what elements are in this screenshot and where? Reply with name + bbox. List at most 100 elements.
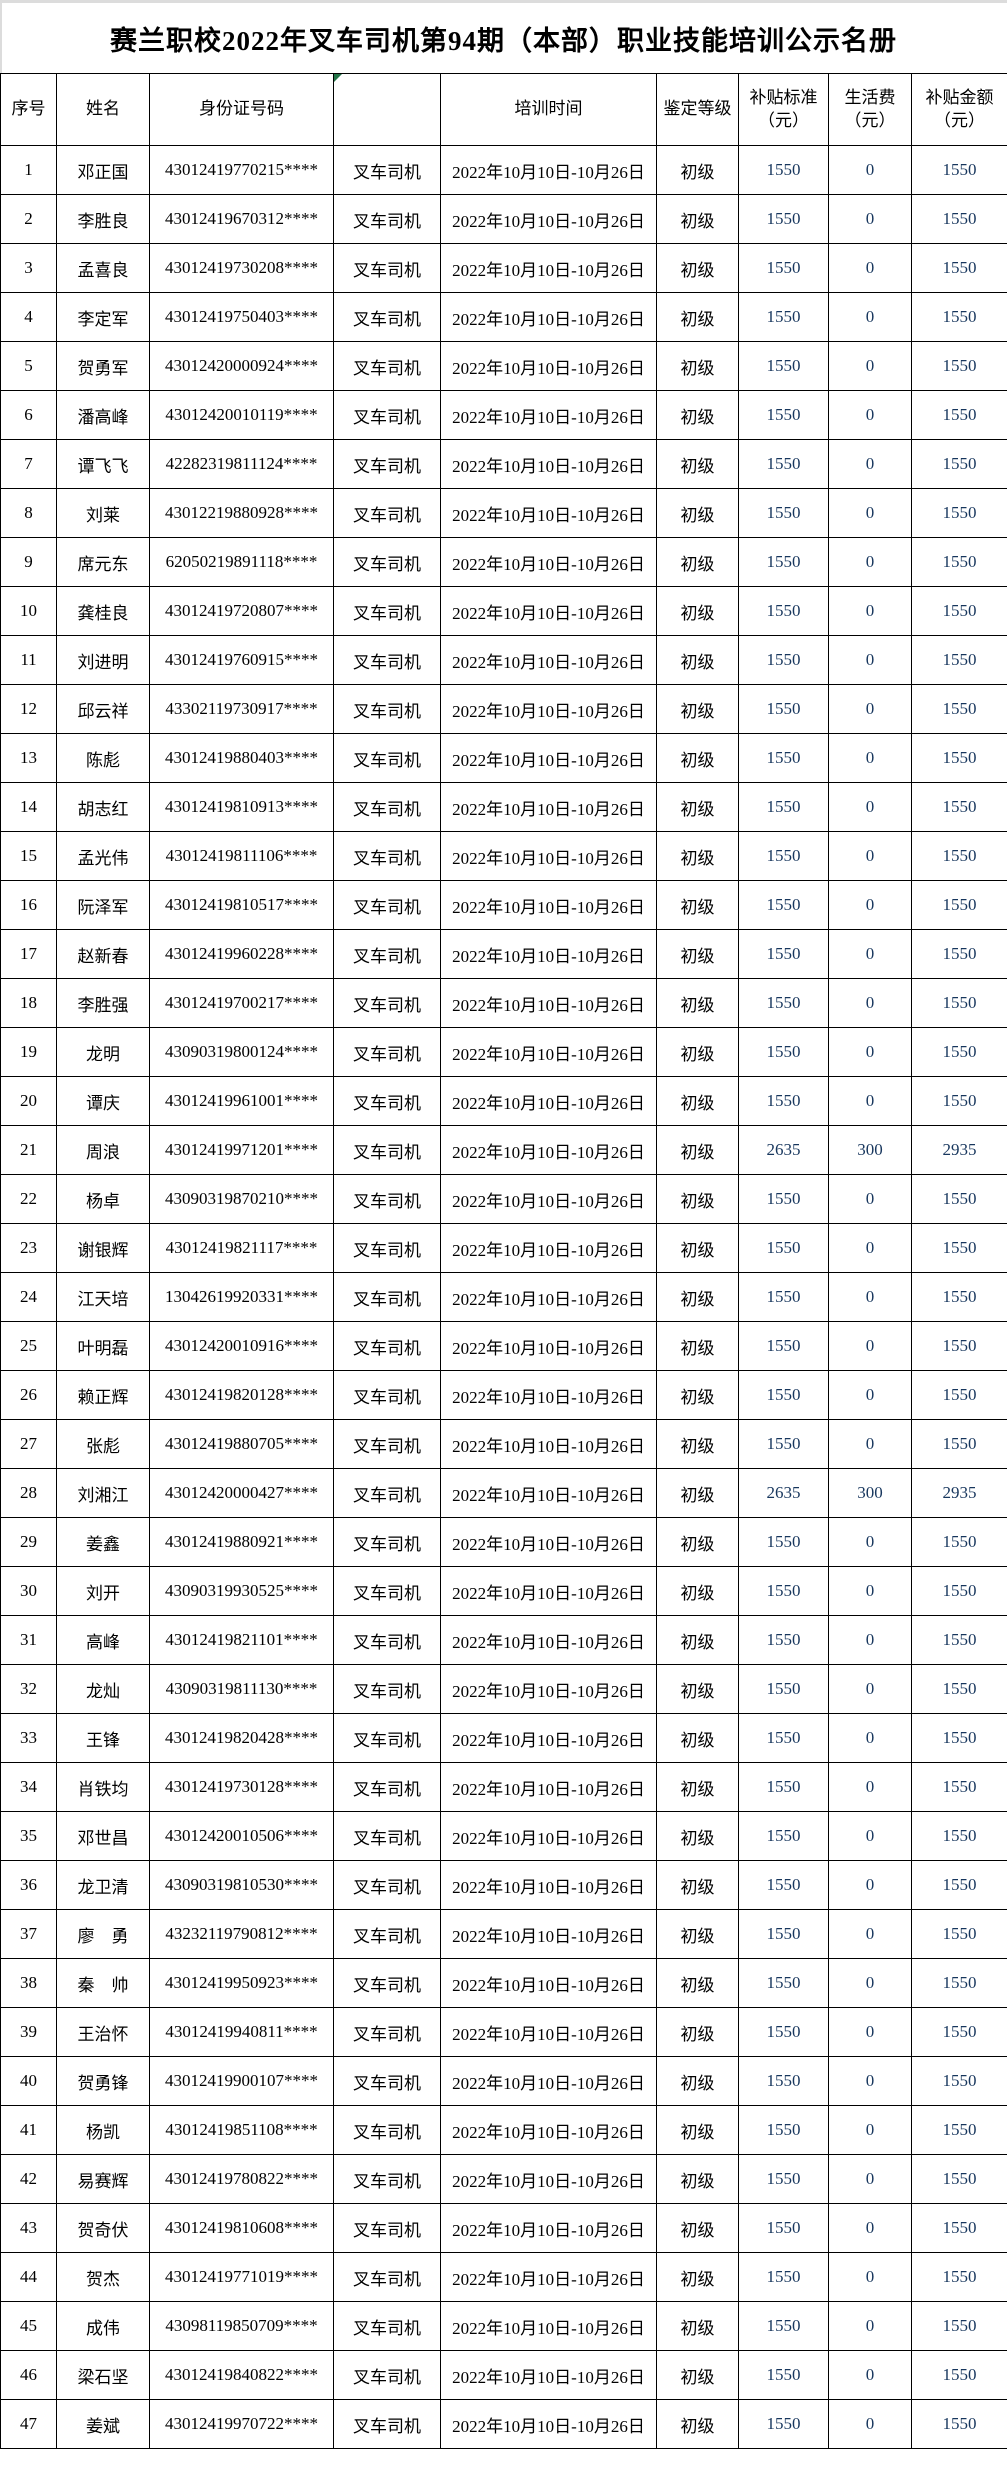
subsidy-amount-cell: 1550 <box>911 586 1007 636</box>
row-number-cell: 13 <box>0 733 57 783</box>
assessment-level-cell: 初级 <box>656 390 739 440</box>
subsidy-standard-cell: 1550 <box>738 1370 829 1420</box>
subsidy-amount-cell: 2935 <box>911 1468 1007 1518</box>
living-allowance-cell: 0 <box>828 1174 912 1224</box>
subsidy-amount-cell: 1550 <box>911 1566 1007 1616</box>
assessment-level-cell: 初级 <box>656 537 739 587</box>
subsidy-amount-cell: 1550 <box>911 929 1007 979</box>
job-type-cell: 叉车司机 <box>333 439 441 489</box>
living-allowance-cell: 0 <box>828 145 912 195</box>
table-row: 36 龙卫清 43090319810530**** 叉车司机 2022年10月1… <box>0 1860 1007 1910</box>
training-period-cell: 2022年10月10日-10月26日 <box>440 2399 657 2449</box>
living-allowance-cell: 0 <box>828 488 912 538</box>
subsidy-amount-cell: 1550 <box>911 243 1007 293</box>
assessment-level-cell: 初级 <box>656 1762 739 1812</box>
training-period-cell: 2022年10月10日-10月26日 <box>440 2007 657 2057</box>
table-row: 25 叶明磊 43012420010916**** 叉车司机 2022年10月1… <box>0 1321 1007 1371</box>
training-period-cell: 2022年10月10日-10月26日 <box>440 782 657 832</box>
table-row: 5 贺勇军 43012420000924**** 叉车司机 2022年10月10… <box>0 341 1007 391</box>
subsidy-amount-cell: 1550 <box>911 1272 1007 1322</box>
table-row: 13 陈彪 43012419880403**** 叉车司机 2022年10月10… <box>0 733 1007 783</box>
subsidy-standard-cell: 1550 <box>738 1174 829 1224</box>
subsidy-amount-cell: 1550 <box>911 292 1007 342</box>
subsidy-amount-cell: 1550 <box>911 2252 1007 2302</box>
job-type-cell: 叉车司机 <box>333 2105 441 2155</box>
table-row: 37 廖 勇 43232119790812**** 叉车司机 2022年10月1… <box>0 1909 1007 1959</box>
table-row: 34 肖铁均 43012419730128**** 叉车司机 2022年10月1… <box>0 1762 1007 1812</box>
living-allowance-cell: 300 <box>828 1468 912 1518</box>
id-number-cell: 43012419780822**** <box>149 2154 334 2204</box>
training-period-cell: 2022年10月10日-10月26日 <box>440 929 657 979</box>
subsidy-standard-cell: 1550 <box>738 243 829 293</box>
subsidy-standard-cell: 1550 <box>738 1517 829 1567</box>
id-number-cell: 43090319800124**** <box>149 1027 334 1077</box>
assessment-level-cell: 初级 <box>656 2301 739 2351</box>
table-row: 40 贺勇锋 43012419900107**** 叉车司机 2022年10月1… <box>0 2056 1007 2106</box>
training-period-cell: 2022年10月10日-10月26日 <box>440 1762 657 1812</box>
name-cell: 谢银辉 <box>56 1223 150 1273</box>
subsidy-standard-cell: 1550 <box>738 831 829 881</box>
job-type-cell: 叉车司机 <box>333 1027 441 1077</box>
assessment-level-cell: 初级 <box>656 2399 739 2449</box>
name-cell: 龚桂良 <box>56 586 150 636</box>
name-cell: 刘开 <box>56 1566 150 1616</box>
training-period-cell: 2022年10月10日-10月26日 <box>440 586 657 636</box>
living-allowance-cell: 0 <box>828 1027 912 1077</box>
table-row: 45 成伟 43098119850709**** 叉车司机 2022年10月10… <box>0 2301 1007 2351</box>
table-row: 8 刘莱 43012219880928**** 叉车司机 2022年10月10日… <box>0 488 1007 538</box>
living-allowance-cell: 0 <box>828 341 912 391</box>
subsidy-amount-cell: 1550 <box>911 390 1007 440</box>
living-allowance-cell: 0 <box>828 733 912 783</box>
job-type-cell: 叉车司机 <box>333 1958 441 2008</box>
assessment-level-cell: 初级 <box>656 2007 739 2057</box>
job-type-cell: 叉车司机 <box>333 880 441 930</box>
subsidy-amount-cell: 1550 <box>911 2203 1007 2253</box>
living-allowance-cell: 0 <box>828 537 912 587</box>
training-period-cell: 2022年10月10日-10月26日 <box>440 1419 657 1469</box>
assessment-level-cell: 初级 <box>656 1958 739 2008</box>
job-type-cell: 叉车司机 <box>333 684 441 734</box>
assessment-level-cell: 初级 <box>656 2154 739 2204</box>
assessment-level-cell: 初级 <box>656 1321 739 1371</box>
id-number-cell: 43012419760915**** <box>149 635 334 685</box>
subsidy-amount-cell: 1550 <box>911 635 1007 685</box>
subsidy-standard-cell: 1550 <box>738 2252 829 2302</box>
job-type-cell: 叉车司机 <box>333 1762 441 1812</box>
name-cell: 梁石坚 <box>56 2350 150 2400</box>
job-type-cell: 叉车司机 <box>333 2056 441 2106</box>
name-cell: 龙明 <box>56 1027 150 1077</box>
subsidy-amount-cell: 1550 <box>911 2105 1007 2155</box>
name-cell: 王治怀 <box>56 2007 150 2057</box>
subsidy-standard-cell: 1550 <box>738 586 829 636</box>
living-allowance-cell: 0 <box>828 1909 912 1959</box>
subsidy-standard-cell: 1550 <box>738 341 829 391</box>
subsidy-standard-cell: 1550 <box>738 733 829 783</box>
assessment-level-cell: 初级 <box>656 978 739 1028</box>
living-allowance-cell: 0 <box>828 1860 912 1910</box>
table-row: 43 贺奇伏 43012419810608**** 叉车司机 2022年10月1… <box>0 2203 1007 2253</box>
row-number-cell: 33 <box>0 1713 57 1763</box>
training-period-cell: 2022年10月10日-10月26日 <box>440 439 657 489</box>
living-allowance-cell: 0 <box>828 390 912 440</box>
row-number-cell: 17 <box>0 929 57 979</box>
job-type-cell: 叉车司机 <box>333 635 441 685</box>
name-cell: 秦 帅 <box>56 1958 150 2008</box>
id-number-cell: 43012419880921**** <box>149 1517 334 1567</box>
subsidy-amount-cell: 1550 <box>911 145 1007 195</box>
subsidy-standard-cell: 1550 <box>738 978 829 1028</box>
id-number-cell: 43012419950923**** <box>149 1958 334 2008</box>
job-type-cell: 叉车司机 <box>333 1419 441 1469</box>
training-period-cell: 2022年10月10日-10月26日 <box>440 2203 657 2253</box>
table-row: 4 李定军 43012419750403**** 叉车司机 2022年10月10… <box>0 292 1007 342</box>
living-allowance-cell: 0 <box>828 1272 912 1322</box>
subsidy-standard-cell: 1550 <box>738 1811 829 1861</box>
id-number-cell: 43012419971201**** <box>149 1125 334 1175</box>
table-row: 27 张彪 43012419880705**** 叉车司机 2022年10月10… <box>0 1419 1007 1469</box>
job-type-cell: 叉车司机 <box>333 733 441 783</box>
job-type-cell: 叉车司机 <box>333 1468 441 1518</box>
living-allowance-cell: 0 <box>828 1811 912 1861</box>
living-allowance-cell: 0 <box>828 1223 912 1273</box>
row-number-cell: 14 <box>0 782 57 832</box>
training-period-cell: 2022年10月10日-10月26日 <box>440 2301 657 2351</box>
id-number-cell: 43090319930525**** <box>149 1566 334 1616</box>
